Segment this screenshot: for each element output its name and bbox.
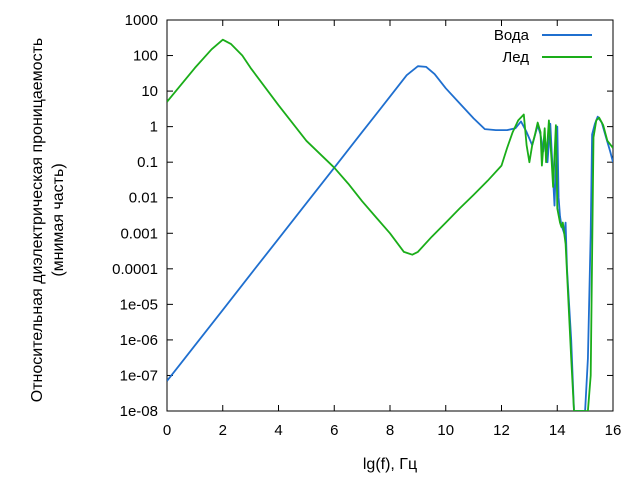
y-tick-label: 0.0001 [112,261,158,278]
y-axis-label-2: (мнимая часть) [50,163,67,276]
series-line-1 [167,38,613,411]
y-tick-label: 1e-07 [120,367,158,384]
x-tick-label: 16 [605,422,622,439]
legend: Вода Лед [494,27,592,66]
x-axis: 0 2 4 6 8 10 12 14 16 [163,20,622,439]
y-tick-label: 1e-05 [120,296,158,313]
x-axis-label: lg(f), Гц [363,456,417,473]
x-tick-label: 6 [330,422,338,439]
x-tick-label: 0 [163,422,171,439]
x-tick-label: 4 [274,422,282,439]
x-tick-label: 2 [219,422,227,439]
legend-label-led: Лед [502,49,529,66]
plot-frame [166,19,614,412]
x-tick-label: 12 [493,422,510,439]
y-axis: 1000 100 10 1 0.1 0.01 0.001 0.0001 1e-05 1e-06 1e… [112,12,613,420]
y-tick-label: 1e-06 [120,332,158,349]
y-tick-label: 1e-08 [120,403,158,420]
y-tick-label: 100 [133,48,158,65]
y-axis-label: Относительная диэлектрическая проницаемо… [29,38,46,403]
y-tick-label: 0.01 [129,190,158,207]
y-tick-label: 0.001 [120,225,158,242]
x-tick-label: 10 [437,422,454,439]
y-tick-label: 10 [141,83,158,100]
y-tick-label: 0.1 [137,154,158,171]
x-tick-label: 14 [549,422,566,439]
y-tick-label: 1000 [125,12,158,29]
series-line-0 [167,65,613,411]
y-tick-label: 1 [150,119,158,136]
legend-label-voda: Вода [494,27,530,44]
series-layer [167,38,613,411]
x-tick-label: 8 [386,422,394,439]
